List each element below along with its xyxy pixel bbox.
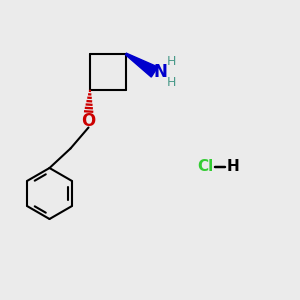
Text: H: H — [167, 76, 176, 89]
Polygon shape — [125, 53, 158, 77]
Text: H: H — [226, 159, 239, 174]
Text: H: H — [167, 55, 176, 68]
Text: Cl: Cl — [197, 159, 214, 174]
Text: N: N — [154, 63, 167, 81]
Text: O: O — [81, 112, 96, 130]
